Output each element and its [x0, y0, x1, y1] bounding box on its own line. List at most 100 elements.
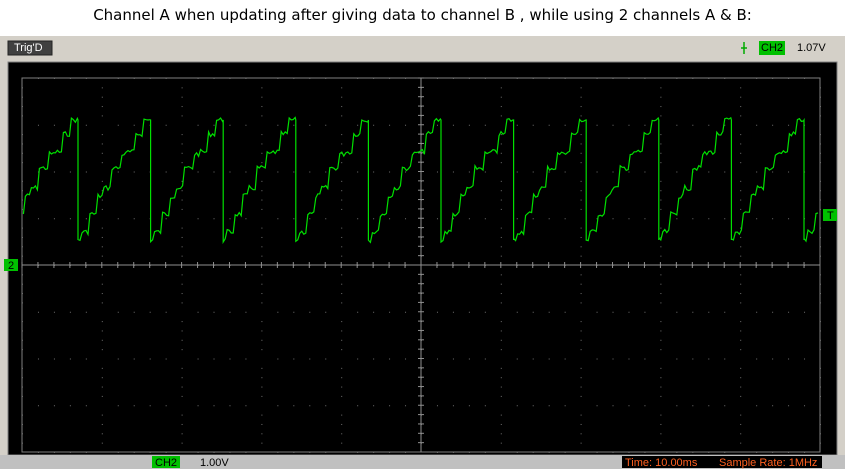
grid-dot — [580, 377, 582, 379]
grid-dot — [532, 311, 534, 313]
grid-dot — [197, 358, 199, 360]
grid-dot — [101, 274, 103, 276]
grid-dot — [740, 302, 742, 304]
grid-dot — [22, 330, 23, 332]
grid-dot — [564, 78, 566, 79]
grid-dot — [261, 423, 263, 425]
grid-dot — [341, 442, 343, 444]
grid-dot — [580, 96, 582, 98]
grid-dot — [261, 395, 263, 397]
grid-dot — [596, 78, 598, 79]
grid-dot — [261, 386, 263, 388]
grid-dot — [756, 452, 758, 453]
grid-dot — [37, 405, 39, 407]
grid-dot — [405, 124, 407, 126]
grid-dot — [373, 311, 375, 313]
grid-dot — [580, 367, 582, 369]
grid-dot — [405, 358, 407, 360]
grid-dot — [580, 152, 582, 154]
grid-dot — [341, 423, 343, 425]
grid-dot — [37, 78, 39, 79]
grid-dot — [788, 405, 790, 407]
grid-dot — [724, 171, 726, 173]
grid-dot — [181, 162, 183, 164]
grid-dot — [389, 358, 391, 360]
grid-dot — [277, 171, 279, 173]
grid-dot — [436, 311, 438, 313]
grid-dot — [468, 218, 470, 220]
grid-dot — [660, 339, 662, 341]
grid-dot — [580, 283, 582, 285]
grid-dot — [660, 330, 662, 332]
grid-dot — [500, 377, 502, 379]
grid-dot — [740, 255, 742, 257]
grid-dot — [101, 190, 103, 192]
grid-dot — [500, 321, 502, 323]
grid-dot — [532, 358, 534, 360]
grid-dot — [405, 78, 407, 79]
channel-marker — [4, 259, 18, 271]
grid-dot — [436, 452, 438, 453]
grid-dot — [452, 405, 454, 407]
grid-dot — [468, 124, 470, 126]
grid-dot — [452, 124, 454, 126]
grid-dot — [628, 358, 630, 360]
grid-dot — [532, 171, 534, 173]
grid — [21, 77, 821, 453]
grid-dot — [660, 302, 662, 304]
grid-dot — [181, 180, 183, 182]
grid-dot — [740, 246, 742, 248]
grid-dot — [341, 87, 343, 89]
grid-dot — [261, 302, 263, 304]
grid-dot — [101, 246, 103, 248]
volts-per-div: 1.00V — [200, 457, 229, 469]
grid-dot — [820, 367, 821, 369]
grid-dot — [261, 236, 263, 238]
grid-dot — [261, 106, 263, 108]
grid-dot — [22, 208, 23, 210]
grid-dot — [628, 405, 630, 407]
grid-dot — [341, 190, 343, 192]
grid-dot — [580, 236, 582, 238]
grid-dot — [389, 311, 391, 313]
grid-dot — [341, 395, 343, 397]
grid-dot — [820, 414, 821, 416]
grid-dot — [101, 255, 103, 257]
grid-dot — [804, 452, 806, 453]
grid-dot — [516, 452, 518, 453]
grid-dot — [772, 452, 774, 453]
trigger-icon — [741, 42, 747, 54]
grid-dot — [22, 339, 23, 341]
grid-dot — [261, 246, 263, 248]
grid-dot — [724, 452, 726, 453]
grid-dot — [22, 106, 23, 108]
grid-dot — [580, 106, 582, 108]
grid-dot — [532, 124, 534, 126]
grid-dot — [341, 180, 343, 182]
grid-dot — [820, 134, 821, 136]
grid-dot — [500, 293, 502, 295]
grid-dot — [197, 405, 199, 407]
grid-dot — [788, 452, 790, 453]
grid-dot — [53, 218, 55, 220]
grid-dot — [596, 358, 598, 360]
grid-dot — [405, 171, 407, 173]
grid-dot — [101, 199, 103, 201]
grid-dot — [229, 405, 231, 407]
sample-rate: Sample Rate: 1MHz — [719, 457, 817, 469]
grid-dot — [261, 96, 263, 98]
grid-dot — [405, 452, 407, 453]
grid-dot — [101, 236, 103, 238]
grid-dot — [564, 311, 566, 313]
grid-dot — [500, 283, 502, 285]
grid-dot — [165, 358, 167, 360]
grid-dot — [261, 208, 263, 210]
grid-dot — [277, 405, 279, 407]
grid-dot — [373, 452, 375, 453]
grid-dot — [580, 330, 582, 332]
grid-dot — [740, 199, 742, 201]
grid-dot — [660, 321, 662, 323]
grid-dot — [149, 452, 151, 453]
grid-dot — [405, 311, 407, 313]
grid-dot — [341, 433, 343, 435]
